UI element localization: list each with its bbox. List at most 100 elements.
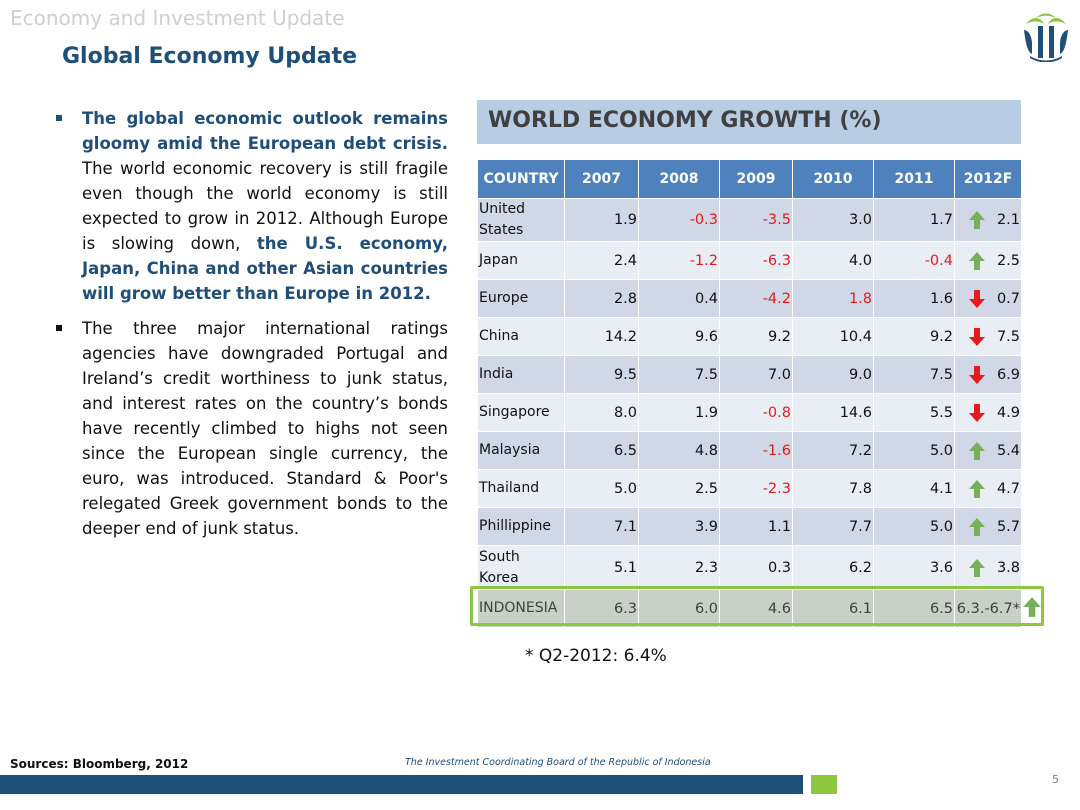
forecast-cell: 5.7 xyxy=(954,507,1022,546)
forecast-cell: 2.1 xyxy=(954,198,1022,242)
value-cell: 4.0 xyxy=(792,241,874,280)
forecast-value: 5.4 xyxy=(996,442,1020,459)
forecast-value: 3.8 xyxy=(996,559,1020,576)
forecast-value: 2.5 xyxy=(996,252,1020,269)
value-cell: -3.5 xyxy=(719,198,793,242)
table-row: Phillippine 7.1 3.9 1.1 7.7 5.0 5.7 xyxy=(477,507,1022,546)
value-cell: 6.0 xyxy=(638,589,720,628)
bullet-bold-text: the U.S. economy, Japan, China and other… xyxy=(82,234,448,303)
value-cell: 7.0 xyxy=(719,355,793,394)
value-cell: -1.2 xyxy=(638,241,720,280)
green-up-arrow-icon xyxy=(969,251,985,270)
table-title-bar: WORLD ECONOMY GROWTH (%) xyxy=(477,100,1021,144)
footer-accent xyxy=(811,775,837,794)
country-cell: Japan xyxy=(477,241,565,280)
value-cell: 1.7 xyxy=(873,198,955,242)
bullet-item: The global economic outlook remains gloo… xyxy=(56,106,448,306)
forecast-value: 5.7 xyxy=(996,518,1020,535)
value-cell: 4.8 xyxy=(638,431,720,470)
country-cell: United States xyxy=(477,198,565,242)
value-cell: 5.0 xyxy=(873,507,955,546)
table-row: Europe 2.8 0.4 -4.2 1.8 1.6 0.7 xyxy=(477,279,1022,318)
value-cell: 8.0 xyxy=(564,393,639,432)
value-cell: 7.5 xyxy=(873,355,955,394)
value-cell: 6.1 xyxy=(792,589,874,628)
value-cell: -0.3 xyxy=(638,198,720,242)
table-row: INDONESIA 6.3 6.0 4.6 6.1 6.5 6.3.-6.7* xyxy=(477,589,1022,628)
value-cell: 7.5 xyxy=(638,355,720,394)
value-cell: 7.8 xyxy=(792,469,874,508)
forecast-cell: 4.7 xyxy=(954,469,1022,508)
page-title: Global Economy Update xyxy=(62,44,358,69)
country-cell: Thailand xyxy=(477,469,565,508)
forecast-value: 4.7 xyxy=(996,480,1020,497)
value-cell: 6.2 xyxy=(792,545,874,590)
value-cell: 5.0 xyxy=(564,469,639,508)
red-down-arrow-icon xyxy=(969,289,985,308)
value-cell: 2.8 xyxy=(564,279,639,318)
value-cell: 9.2 xyxy=(873,317,955,356)
table-row: Malaysia 6.5 4.8 -1.6 7.2 5.0 5.4 xyxy=(477,431,1022,470)
forecast-cell: 3.8 xyxy=(954,545,1022,590)
value-cell: 4.1 xyxy=(873,469,955,508)
bkpm-logo xyxy=(1024,13,1068,62)
forecast-value: 2.1 xyxy=(996,212,1020,228)
value-cell: 14.6 xyxy=(792,393,874,432)
table-header-row: COUNTRY 2007 2008 2009 2010 2011 2012F xyxy=(477,159,1022,199)
country-cell: Phillippine xyxy=(477,507,565,546)
table-row: South Korea 5.1 2.3 0.3 6.2 3.6 3.8 xyxy=(477,545,1022,590)
value-cell: 9.0 xyxy=(792,355,874,394)
value-cell: 10.4 xyxy=(792,317,874,356)
forecast-cell: 2.5 xyxy=(954,241,1022,280)
forecast-value: 4.9 xyxy=(996,404,1020,421)
forecast-cell: 4.9 xyxy=(954,393,1022,432)
table-row: Singapore 8.0 1.9 -0.8 14.6 5.5 4.9 xyxy=(477,393,1022,432)
forecast-cell: 0.7 xyxy=(954,279,1022,318)
value-cell: -1.6 xyxy=(719,431,793,470)
column-header: COUNTRY xyxy=(477,159,565,199)
bullet-list: The global economic outlook remains gloo… xyxy=(56,106,448,551)
column-header: 2009 xyxy=(719,159,793,199)
country-cell: INDONESIA xyxy=(477,589,565,628)
value-cell: 2.5 xyxy=(638,469,720,508)
bullet-marker xyxy=(56,115,62,121)
value-cell: 7.1 xyxy=(564,507,639,546)
forecast-cell: 6.9 xyxy=(954,355,1022,394)
value-cell: 1.1 xyxy=(719,507,793,546)
value-cell: 2.4 xyxy=(564,241,639,280)
page-number: 5 xyxy=(1052,773,1059,786)
value-cell: -2.3 xyxy=(719,469,793,508)
value-cell: -0.4 xyxy=(873,241,955,280)
value-cell: 1.9 xyxy=(564,198,639,242)
value-cell: -0.8 xyxy=(719,393,793,432)
forecast-value: 0.7 xyxy=(996,290,1020,307)
value-cell: 7.7 xyxy=(792,507,874,546)
bullet-marker xyxy=(56,325,62,331)
value-cell: 14.2 xyxy=(564,317,639,356)
country-cell: Singapore xyxy=(477,393,565,432)
bullet-item: The three major international ratings ag… xyxy=(56,316,448,541)
growth-table: COUNTRY 2007 2008 2009 2010 2011 2012F United … xyxy=(477,159,1022,628)
value-cell: 1.8 xyxy=(792,279,874,318)
country-cell: India xyxy=(477,355,565,394)
table-row: Thailand 5.0 2.5 -2.3 7.8 4.1 4.7 xyxy=(477,469,1022,508)
value-cell: 5.1 xyxy=(564,545,639,590)
footer-bar xyxy=(0,775,803,794)
value-cell: 6.5 xyxy=(564,431,639,470)
value-cell: 9.5 xyxy=(564,355,639,394)
value-cell: 4.6 xyxy=(719,589,793,628)
forecast-cell: 7.5 xyxy=(954,317,1022,356)
column-header: 2010 xyxy=(792,159,874,199)
green-up-arrow-icon xyxy=(969,558,985,577)
value-cell: 5.0 xyxy=(873,431,955,470)
value-cell: 5.5 xyxy=(873,393,955,432)
source-note: Sources: Bloomberg, 2012 xyxy=(10,757,189,771)
column-header: 2007 xyxy=(564,159,639,199)
value-cell: -6.3 xyxy=(719,241,793,280)
red-down-arrow-icon xyxy=(969,327,985,346)
value-cell: 6.3 xyxy=(564,589,639,628)
green-up-arrow-icon xyxy=(969,479,985,498)
value-cell: 3.6 xyxy=(873,545,955,590)
value-cell: 9.6 xyxy=(638,317,720,356)
value-cell: -4.2 xyxy=(719,279,793,318)
